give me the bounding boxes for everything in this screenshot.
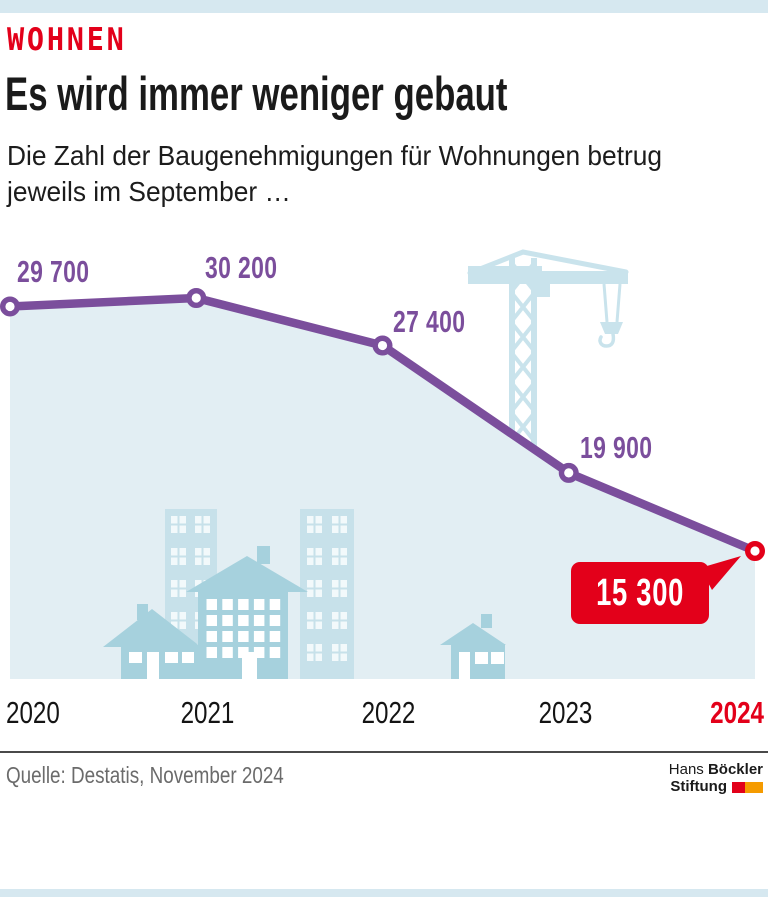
houses-illustration [103, 509, 506, 679]
data-point-2023 [558, 462, 579, 483]
point-label-2023: 19 900 [580, 430, 653, 465]
page-title: Es wird immer weniger gebaut [5, 67, 508, 120]
footer-divider [0, 751, 768, 753]
data-point-markers [0, 288, 766, 562]
bottom-accent-bar [0, 889, 768, 897]
source-note: Quelle: Destatis, November 2024 [6, 762, 284, 788]
kicker: WOHNEN [7, 22, 137, 58]
x-axis-label-2022: 2022 [361, 695, 415, 730]
point-label-2022: 27 400 [393, 304, 466, 339]
x-axis-label-2020: 2020 [6, 695, 60, 730]
data-point-2021 [186, 288, 207, 309]
highlight-value: 15 300 [595, 571, 684, 614]
logo-line-1: Hans Böckler [668, 761, 763, 778]
data-point-2020 [0, 296, 20, 317]
logo-red-square [732, 781, 745, 793]
data-point-2022 [372, 335, 393, 356]
point-label-2020: 29 700 [17, 254, 90, 289]
line-chart [0, 249, 766, 679]
hans-boeckler-stiftung-logo: Hans Böckler Stiftung [669, 762, 763, 795]
x-axis-label-2021: 2021 [180, 695, 234, 730]
callout-tail [700, 556, 741, 590]
chart-subtitle: Die Zahl der Baugenehmigungen für Wohnun… [7, 138, 704, 210]
x-axis-label-2024: 2024 [710, 695, 764, 730]
logo-orange-square [745, 781, 763, 793]
point-label-2021: 30 200 [205, 250, 278, 285]
subtitle-line-1: Die Zahl der Baugenehmigungen für Wohnun… [7, 140, 663, 171]
kicker-text: WOHNEN [7, 22, 127, 58]
highlight-callout: 15 300 [571, 562, 709, 624]
subtitle-line-2: jeweils im September … [7, 176, 291, 207]
logo-line-2: Stiftung [669, 779, 763, 795]
data-point-2024 [745, 541, 766, 562]
x-axis-label-2023: 2023 [538, 695, 592, 730]
top-accent-bar [0, 0, 768, 13]
